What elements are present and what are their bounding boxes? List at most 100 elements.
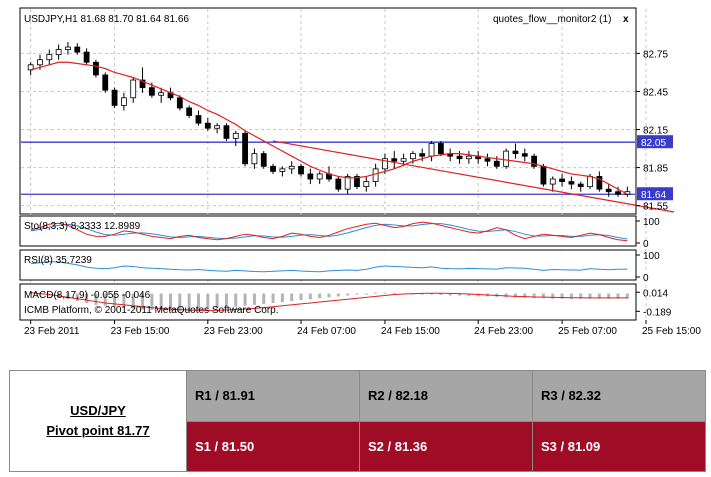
price-tick-label: 82.45: [643, 87, 668, 98]
candle-body: [363, 181, 370, 188]
candle-body: [503, 150, 510, 167]
macd-histogram-bar: [364, 293, 368, 295]
candle-body: [195, 115, 202, 124]
candle-body: [428, 143, 435, 157]
pivot-point-label: Pivot point 81.77: [46, 423, 150, 438]
candle-body: [568, 181, 575, 185]
pivot-table: USD/JPY Pivot point 81.77 R1 / 81.91 R2 …: [9, 370, 706, 472]
macd-histogram-bar: [224, 293, 228, 308]
macd-histogram-bar: [215, 293, 219, 309]
candle-body: [232, 132, 239, 139]
candle-body: [130, 79, 137, 99]
macd-histogram-bar: [523, 293, 527, 298]
macd-signal-line: [30, 292, 628, 311]
macd-histogram-bar: [66, 293, 70, 300]
stochastic-tick-label: 100: [643, 217, 660, 228]
macd-label: MACD(8,17,9) -0.055 -0.046: [24, 290, 151, 301]
candle-body: [46, 54, 53, 61]
macd-histogram-bar: [159, 293, 163, 311]
macd-histogram-bar: [103, 293, 107, 306]
macd-histogram-bar: [196, 293, 200, 311]
macd-histogram-bar: [513, 293, 517, 298]
macd-histogram-bar: [150, 293, 154, 311]
candle-body: [139, 79, 146, 89]
macd-tick-label: 0.014: [643, 288, 668, 299]
candle-body: [512, 150, 519, 155]
time-tick-label: 23 Feb 15:00: [111, 326, 170, 337]
macd-histogram-bar: [616, 293, 620, 299]
candle-body: [93, 61, 99, 76]
time-tick-label: 24 Feb 23:00: [474, 326, 533, 337]
candle-body: [111, 89, 118, 106]
macd-histogram-bar: [262, 293, 266, 304]
candle-body: [83, 51, 90, 63]
candle-body: [615, 191, 621, 195]
rsi-panel: [19, 249, 637, 281]
candle-body: [344, 176, 351, 190]
candle-body: [260, 153, 267, 167]
candle-body: [419, 153, 426, 157]
copyright-text: ICMB Platform, © 2001-2011 MetaQuotes So…: [24, 305, 279, 316]
macd-histogram-bar: [271, 293, 275, 303]
candle-body: [242, 132, 248, 165]
time-tick-label: 25 Feb 15:00: [642, 326, 701, 337]
candle-body: [596, 176, 603, 190]
macd-histogram-bar: [625, 293, 629, 299]
trend-line: [272, 140, 675, 213]
candle-body: [223, 125, 230, 139]
macd-histogram-bar: [318, 293, 322, 299]
candle-body: [270, 165, 276, 172]
macd-histogram-bar: [169, 293, 173, 311]
pair-label: USD/JPY: [70, 403, 126, 418]
candle-body: [204, 122, 211, 129]
candle-body: [382, 158, 388, 170]
candle-body: [37, 59, 43, 66]
candle-body: [577, 183, 584, 188]
candle-body: [74, 46, 81, 53]
macd-histogram-bar: [290, 293, 294, 302]
macd-histogram-bar: [569, 293, 573, 299]
candle-body: [176, 97, 183, 109]
candle-body: [307, 173, 314, 180]
macd-histogram-bar: [430, 293, 434, 295]
candle-body: [559, 178, 565, 182]
candle-body: [540, 165, 547, 185]
macd-histogram-bar: [560, 293, 564, 299]
macd-histogram-bar: [392, 292, 396, 294]
macd-histogram-bar: [346, 293, 350, 296]
macd-tick-label: -0.189: [643, 307, 672, 318]
resistance-3: R3 / 82.32: [532, 370, 706, 422]
candle-body: [148, 87, 155, 96]
macd-histogram-bar: [532, 293, 536, 299]
macd-histogram-bar: [280, 293, 284, 303]
candle-body: [186, 107, 193, 116]
macd-histogram-bar: [178, 293, 182, 312]
macd-histogram-bar: [551, 293, 555, 299]
candle-body: [549, 178, 556, 185]
candle-body: [531, 155, 538, 167]
macd-histogram-bar: [607, 293, 611, 299]
close-icon[interactable]: x: [623, 14, 629, 25]
rsi-tick-label: 0: [643, 273, 649, 284]
candle-body: [456, 155, 463, 160]
macd-histogram-bar: [579, 293, 583, 299]
candle-body: [316, 173, 323, 180]
macd-histogram-bar: [122, 293, 126, 308]
level-price-label: 82.05: [641, 138, 666, 149]
level-price-badge: [637, 135, 673, 149]
time-tick-label: 23 Feb 23:00: [204, 326, 263, 337]
support-2: S2 / 81.36: [359, 420, 533, 472]
candle-body: [288, 165, 295, 170]
macd-histogram-bar: [131, 293, 135, 309]
macd-histogram-bar: [243, 293, 247, 306]
rsi-tick-label: 100: [643, 251, 660, 262]
resistance-2: R2 / 82.18: [359, 370, 533, 422]
macd-histogram-bar: [187, 293, 191, 312]
macd-histogram-bar: [234, 293, 238, 307]
macd-histogram-bar: [75, 293, 79, 302]
candle-body: [251, 153, 258, 165]
macd-histogram-bar: [299, 293, 303, 301]
candle-body: [605, 188, 612, 193]
candle-body: [65, 46, 71, 50]
stochastic-signal-line: [30, 223, 628, 240]
